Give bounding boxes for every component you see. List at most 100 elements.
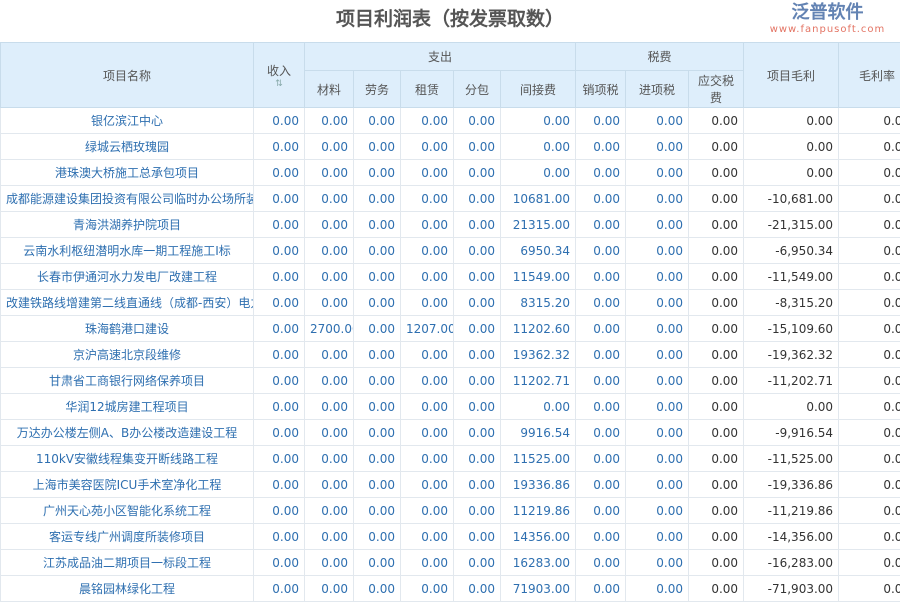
cell-project-name[interactable]: 云南水利枢纽潜明水库一期工程施工I标	[1, 238, 254, 264]
cell-rent: 0.00	[401, 238, 454, 264]
cell-indirect: 19336.86	[501, 472, 576, 498]
cell-indirect: 19362.32	[501, 342, 576, 368]
cell-payable-tax: 0.00	[689, 108, 744, 134]
cell-indirect: 0.00	[501, 108, 576, 134]
cell-output-tax: 0.00	[576, 446, 626, 472]
cell-gross-profit: -19,362.32	[744, 342, 839, 368]
cell-subcontract: 0.00	[454, 290, 501, 316]
cell-project-name[interactable]: 改建铁路线增建第二线直通线（成都-西安）电力	[1, 290, 254, 316]
cell-rent: 0.00	[401, 446, 454, 472]
cell-margin: 0.00	[839, 498, 900, 524]
cell-material: 0.00	[305, 472, 354, 498]
cell-indirect: 11219.86	[501, 498, 576, 524]
col-indirect: 间接费	[501, 71, 576, 108]
cell-indirect: 11549.00	[501, 264, 576, 290]
cell-project-name[interactable]: 晨铭园林绿化工程	[1, 576, 254, 602]
cell-gross-profit: -71,903.00	[744, 576, 839, 602]
col-payable-tax: 应交税费	[689, 71, 744, 108]
cell-rent: 0.00	[401, 186, 454, 212]
cell-project-name[interactable]: 京沪高速北京段维修	[1, 342, 254, 368]
cell-margin: 0.00	[839, 576, 900, 602]
cell-gross-profit: -9,916.54	[744, 420, 839, 446]
cell-income: 0.00	[254, 394, 305, 420]
cell-input-tax: 0.00	[626, 368, 689, 394]
cell-margin: 0.00	[839, 550, 900, 576]
cell-input-tax: 0.00	[626, 576, 689, 602]
cell-input-tax: 0.00	[626, 472, 689, 498]
cell-material: 0.00	[305, 212, 354, 238]
cell-output-tax: 0.00	[576, 316, 626, 342]
cell-project-name[interactable]: 客运专线广州调度所装修项目	[1, 524, 254, 550]
cell-project-name[interactable]: 甘肃省工商银行网络保养项目	[1, 368, 254, 394]
cell-payable-tax: 0.00	[689, 290, 744, 316]
cell-subcontract: 0.00	[454, 550, 501, 576]
cell-input-tax: 0.00	[626, 212, 689, 238]
cell-income: 0.00	[254, 160, 305, 186]
cell-labor: 0.00	[354, 524, 401, 550]
cell-project-name[interactable]: 广州天心苑小区智能化系统工程	[1, 498, 254, 524]
cell-input-tax: 0.00	[626, 550, 689, 576]
cell-gross-profit: -11,525.00	[744, 446, 839, 472]
cell-rent: 0.00	[401, 342, 454, 368]
cell-subcontract: 0.00	[454, 238, 501, 264]
cell-material: 0.00	[305, 550, 354, 576]
sort-icon[interactable]: ⇅	[254, 79, 304, 89]
cell-labor: 0.00	[354, 238, 401, 264]
col-group-expense: 支出	[305, 43, 576, 71]
cell-project-name[interactable]: 华润12城房建工程项目	[1, 394, 254, 420]
cell-labor: 0.00	[354, 160, 401, 186]
cell-labor: 0.00	[354, 264, 401, 290]
cell-project-name[interactable]: 港珠澳大桥施工总承包项目	[1, 160, 254, 186]
cell-project-name[interactable]: 万达办公楼左侧A、B办公楼改造建设工程	[1, 420, 254, 446]
cell-rent: 0.00	[401, 160, 454, 186]
cell-rent: 0.00	[401, 394, 454, 420]
cell-output-tax: 0.00	[576, 160, 626, 186]
cell-material: 0.00	[305, 160, 354, 186]
cell-project-name[interactable]: 上海市美容医院ICU手术室净化工程	[1, 472, 254, 498]
cell-output-tax: 0.00	[576, 134, 626, 160]
cell-income: 0.00	[254, 264, 305, 290]
cell-project-name[interactable]: 江苏成品油二期项目一标段工程	[1, 550, 254, 576]
cell-margin: 0.00	[839, 160, 900, 186]
cell-input-tax: 0.00	[626, 238, 689, 264]
profit-table: 项目名称 收入⇅ 支出 税费 项目毛利 毛利率 材料 劳务 租赁 分包 间接费 …	[0, 42, 900, 602]
cell-margin: 0.00	[839, 394, 900, 420]
cell-project-name[interactable]: 银亿滨江中心	[1, 108, 254, 134]
cell-project-name[interactable]: 长春市伊通河水力发电厂改建工程	[1, 264, 254, 290]
cell-project-name[interactable]: 110kV安徽线程集变开断线路工程	[1, 446, 254, 472]
cell-project-name[interactable]: 青海洪湖养护院项目	[1, 212, 254, 238]
cell-gross-profit: -19,336.86	[744, 472, 839, 498]
cell-income: 0.00	[254, 134, 305, 160]
cell-project-name[interactable]: 成都能源建设集团投资有限公司临时办公场所装	[1, 186, 254, 212]
cell-indirect: 10681.00	[501, 186, 576, 212]
cell-rent: 0.00	[401, 576, 454, 602]
cell-labor: 0.00	[354, 576, 401, 602]
cell-project-name[interactable]: 珠海鹤港口建设	[1, 316, 254, 342]
cell-output-tax: 0.00	[576, 498, 626, 524]
cell-subcontract: 0.00	[454, 316, 501, 342]
cell-indirect: 11525.00	[501, 446, 576, 472]
cell-output-tax: 0.00	[576, 290, 626, 316]
cell-input-tax: 0.00	[626, 160, 689, 186]
col-income[interactable]: 收入⇅	[254, 43, 305, 108]
table-row[interactable]: 珠海鹤港口建设0.002700.000.001207.000.0011202.6…	[1, 316, 900, 342]
cell-project-name[interactable]: 绿城云栖玫瑰园	[1, 134, 254, 160]
